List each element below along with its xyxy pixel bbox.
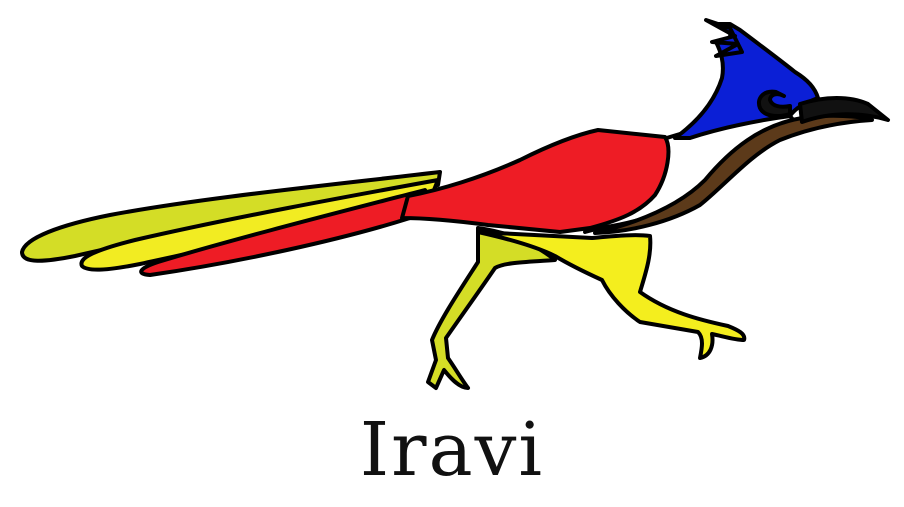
eye-marking	[757, 89, 792, 118]
roadrunner-bird-icon	[20, 18, 890, 390]
crest-spikes	[704, 18, 744, 58]
throat	[593, 113, 874, 235]
brand-name: Iravi	[359, 407, 545, 493]
rear-leg	[426, 226, 557, 390]
body	[400, 128, 671, 234]
beak	[798, 96, 890, 124]
tail-feather-inner	[139, 188, 427, 277]
front-leg	[476, 230, 747, 360]
